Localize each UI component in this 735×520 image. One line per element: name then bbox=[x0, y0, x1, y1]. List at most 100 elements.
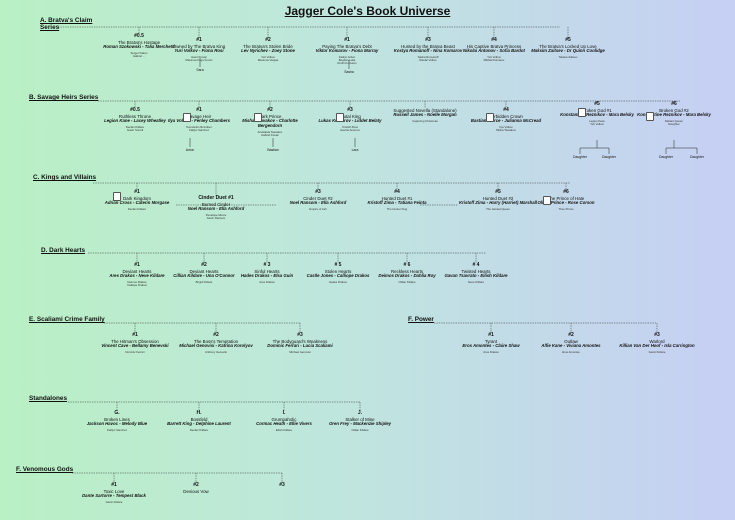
book-node: #3 Cinder Duet #2 Noel Ransom - Ella Ashfo… bbox=[279, 189, 357, 211]
book-number: H. bbox=[196, 410, 202, 416]
book-couple: Cormac Heath - Ellie Vivers bbox=[256, 420, 312, 426]
side-character: Capturing Christmas bbox=[412, 119, 438, 123]
book-title: Dark Prince bbox=[258, 113, 282, 119]
side-character: Yuri Volkov bbox=[261, 54, 275, 59]
side-characters: Konstantin Reznikov Kaitlyn Sanchez bbox=[160, 124, 238, 133]
book-title: Grumpaholic bbox=[271, 416, 297, 422]
book-title: His Captive Bratva Princess bbox=[466, 43, 522, 49]
side-characters: Empire of Ash bbox=[279, 207, 357, 211]
book-number: #2 bbox=[568, 332, 574, 338]
book-title: Devious Vow bbox=[183, 488, 209, 494]
book-node: H. Bossfeld Barrett King - Delphine Lauren… bbox=[160, 410, 238, 432]
book-title: Hunted Duet #2 bbox=[482, 195, 514, 201]
book-number: #3 bbox=[425, 37, 431, 43]
book-number: #2 bbox=[267, 107, 273, 113]
book-title: Stolen Hearts bbox=[324, 268, 352, 274]
page-title: Jagger Cole's Book Universe bbox=[284, 4, 451, 18]
side-characters: Yuri Volkov Maximus Vargas bbox=[229, 54, 307, 63]
book-couple: Dominic Ferrari - Lucia Scaliami bbox=[267, 342, 333, 348]
book-node: #1 The Hitman's Obsession Vincent Cave - B… bbox=[96, 332, 174, 354]
book-number: I. bbox=[282, 410, 286, 416]
side-characters: Penelope Moore Gavin Ransom bbox=[177, 213, 255, 221]
book-node: #3 The Bodyguard's Weakness Dominic Ferrar… bbox=[261, 332, 339, 354]
book-number: # 3 bbox=[263, 262, 271, 268]
side-character: Michael Genovisi bbox=[289, 349, 311, 354]
side-characters: Michael Genovisi bbox=[261, 349, 339, 354]
side-characters: Declan Kildare Gavin Sorrell bbox=[96, 125, 174, 133]
child-label: Sasha bbox=[344, 70, 354, 74]
side-characters: Capturing Christmas bbox=[386, 119, 464, 123]
book-number: #4 bbox=[394, 189, 400, 195]
book-couple: Kristoff Zima - Tatiana Feinta bbox=[367, 199, 427, 205]
book-node: #2 Deviant Hearts Cillian Kildare - Una O'… bbox=[165, 262, 243, 284]
book-node: #3 Brutal King Lukas Komarov - Liddet Bela… bbox=[311, 107, 389, 132]
book-number: #3 bbox=[279, 482, 285, 488]
book-node: #3 Hunted by the Bratva Beast Kostya Roman… bbox=[389, 37, 467, 62]
side-character: Calliope Drakos bbox=[127, 283, 147, 288]
side-character: Brigid Kildare bbox=[195, 279, 213, 284]
side-character: Gavin Kildare bbox=[648, 349, 666, 354]
book-node: #5 Hunted Duet #2 Kristoff Zima - Harry (H… bbox=[459, 189, 537, 211]
book-couple: Nikolai Antonov - Sofia Bardot bbox=[463, 47, 525, 53]
book-number: #1 bbox=[132, 332, 138, 338]
book-title: Cinder Duet #2 bbox=[303, 195, 333, 201]
side-character: Maximus Vargas bbox=[257, 58, 279, 63]
book-node: #1 Tyrant Eros Amontes - Claire Shaw Ares D… bbox=[452, 332, 530, 354]
book-node: #2 Dark Prince Misha Tsavakov - Charlotte … bbox=[231, 107, 309, 137]
book-number: #3 bbox=[654, 332, 660, 338]
side-characters: Brigid Kildare bbox=[165, 279, 243, 284]
book-couple: Yuri Volkov - Fiona Rosi bbox=[174, 47, 224, 53]
book-cover-icon bbox=[113, 192, 121, 201]
book-title: The Bratva's Stolen Bride bbox=[243, 43, 293, 49]
book-number: #1 bbox=[111, 482, 117, 488]
side-character: Theo Prince bbox=[558, 206, 574, 211]
section-title: D. Dark Hearts bbox=[41, 247, 86, 254]
side-character: Gavin Kildare bbox=[105, 499, 123, 504]
book-node: I. Grumpaholic Cormac Heath - Ellie Vivers… bbox=[245, 410, 323, 432]
side-character: Ilya Volkov bbox=[499, 124, 513, 129]
side-characters: Yuri Volkov Mikhail Komarov bbox=[455, 55, 533, 63]
side-characters: Ares Drakos bbox=[452, 350, 530, 354]
book-number: G. bbox=[114, 410, 120, 416]
book-node: # 3 Sinful Hearts Hades Drakos - Elsa Guin… bbox=[228, 262, 306, 284]
book-couple: Noel Ransom - Ella Ashford bbox=[187, 205, 245, 211]
book-couple: Gavan Tsavrato - Eilish Kildare bbox=[444, 272, 508, 278]
side-character: Eros Amontes bbox=[562, 349, 580, 354]
side-character: Kaitlyn Arden bbox=[338, 54, 356, 59]
book-node: #1 Dark Kingdom Adrian Cross - Caterin Mor… bbox=[98, 189, 176, 211]
side-character: Legion Kane bbox=[589, 118, 605, 123]
book-title: The Boss's Temptation bbox=[193, 338, 239, 344]
book-couple: Russell James - Noelle Morgan bbox=[393, 112, 457, 118]
book-cover-icon bbox=[646, 112, 654, 121]
book-number: #6 bbox=[671, 101, 677, 107]
book-title: Warlord bbox=[649, 338, 665, 344]
book-cover-icon bbox=[254, 113, 262, 122]
side-characters: Declan Kildare bbox=[98, 207, 176, 211]
side-character: Konstantin Reznikov bbox=[186, 124, 212, 129]
book-couple: Ares Drakos - Neve Kildare bbox=[109, 272, 165, 278]
side-characters: Sergei Volkov Gabriel ... bbox=[100, 51, 178, 59]
book-cover-icon bbox=[183, 113, 191, 122]
book-node: #3 bbox=[243, 482, 321, 489]
book-couple: Misha Tsavakov - Charlotte Bergendorn bbox=[242, 117, 298, 128]
side-character: Maximus Kaye Krovic bbox=[185, 58, 213, 63]
book-number: #5 bbox=[495, 189, 501, 195]
book-couple: Jackson Havoc - Melody Blue bbox=[86, 420, 148, 426]
book-node: #1 Toxic Love Dante Sartorre - Tempest Bla… bbox=[75, 482, 153, 504]
book-title: The Bodyguard's Weakness bbox=[272, 338, 328, 344]
book-title: Broken God #2 bbox=[659, 107, 689, 113]
section-title: F. Power bbox=[408, 316, 434, 323]
book-node: #6 The Prince of Hate Oliver Prince - Rose… bbox=[527, 189, 605, 211]
section-title: C. Kings and Villains bbox=[33, 174, 97, 181]
book-number: #1 bbox=[196, 37, 202, 43]
book-number: #1 bbox=[196, 107, 202, 113]
book-couple: Oliver Prince - Rose Corson bbox=[537, 199, 595, 205]
side-characters: Gavril Kovac Maximus Kaye Krovic bbox=[160, 55, 238, 63]
book-number: #0.5 bbox=[134, 33, 144, 39]
book-couple: Bastian Pierce - Julianna McCread bbox=[470, 117, 542, 123]
child-label: Sara bbox=[196, 68, 204, 72]
book-title: Ruthless Throne bbox=[118, 113, 152, 119]
book-number: #3 bbox=[347, 107, 353, 113]
book-cover-icon bbox=[336, 113, 344, 122]
